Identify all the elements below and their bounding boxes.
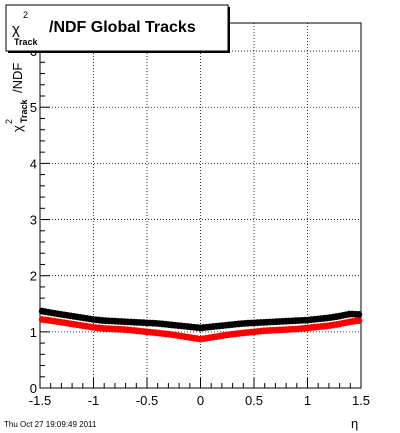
title-box-shadow — [228, 7, 230, 53]
x-tick-label: 1.5 — [352, 393, 370, 408]
y-label-superscript: 2 — [4, 119, 14, 124]
y-tick-label: 4 — [30, 156, 37, 171]
data-point — [355, 311, 363, 318]
grid — [40, 23, 361, 388]
x-tick-label: 0.5 — [245, 393, 263, 408]
y-label-symbol: χ — [10, 125, 25, 132]
y-tick-label: 3 — [30, 213, 37, 228]
data-points — [38, 307, 363, 343]
x-tick-label: 1 — [304, 393, 311, 408]
x-tick-label: -0.5 — [136, 393, 158, 408]
title-subscript: Track — [14, 37, 39, 47]
title-box-frame — [5, 4, 229, 52]
data-point — [355, 317, 363, 325]
y-tick-label: 0 — [30, 381, 37, 396]
timestamp: Thu Oct 27 19:09:49 2011 — [4, 420, 97, 429]
y-label-subscript: Track — [19, 98, 29, 123]
x-tick-label: -1.5 — [29, 393, 51, 408]
y-axis-label: χ 2 Track /NDF — [4, 63, 29, 132]
x-tick-label: 0 — [197, 393, 204, 408]
title-superscript: 2 — [23, 10, 28, 20]
title-box-shadow-bottom — [8, 51, 230, 53]
title-symbol: χ — [12, 21, 20, 38]
series-0 — [38, 307, 363, 332]
x-axis-label: η — [351, 416, 358, 431]
y-tick-label: 1 — [30, 325, 37, 340]
x-tick-label: -1 — [88, 393, 100, 408]
chart-title: /NDF Global Tracks — [49, 19, 196, 36]
y-label-suffix: /NDF — [10, 63, 25, 93]
axis-ticks: -1.5-1-0.500.511.50123456 — [29, 28, 370, 408]
series-1 — [38, 316, 363, 343]
y-tick-label: 2 — [30, 269, 37, 284]
title-box: χ 2 Track /NDF Global Tracks — [5, 4, 230, 53]
y-tick-label: 5 — [30, 100, 37, 115]
